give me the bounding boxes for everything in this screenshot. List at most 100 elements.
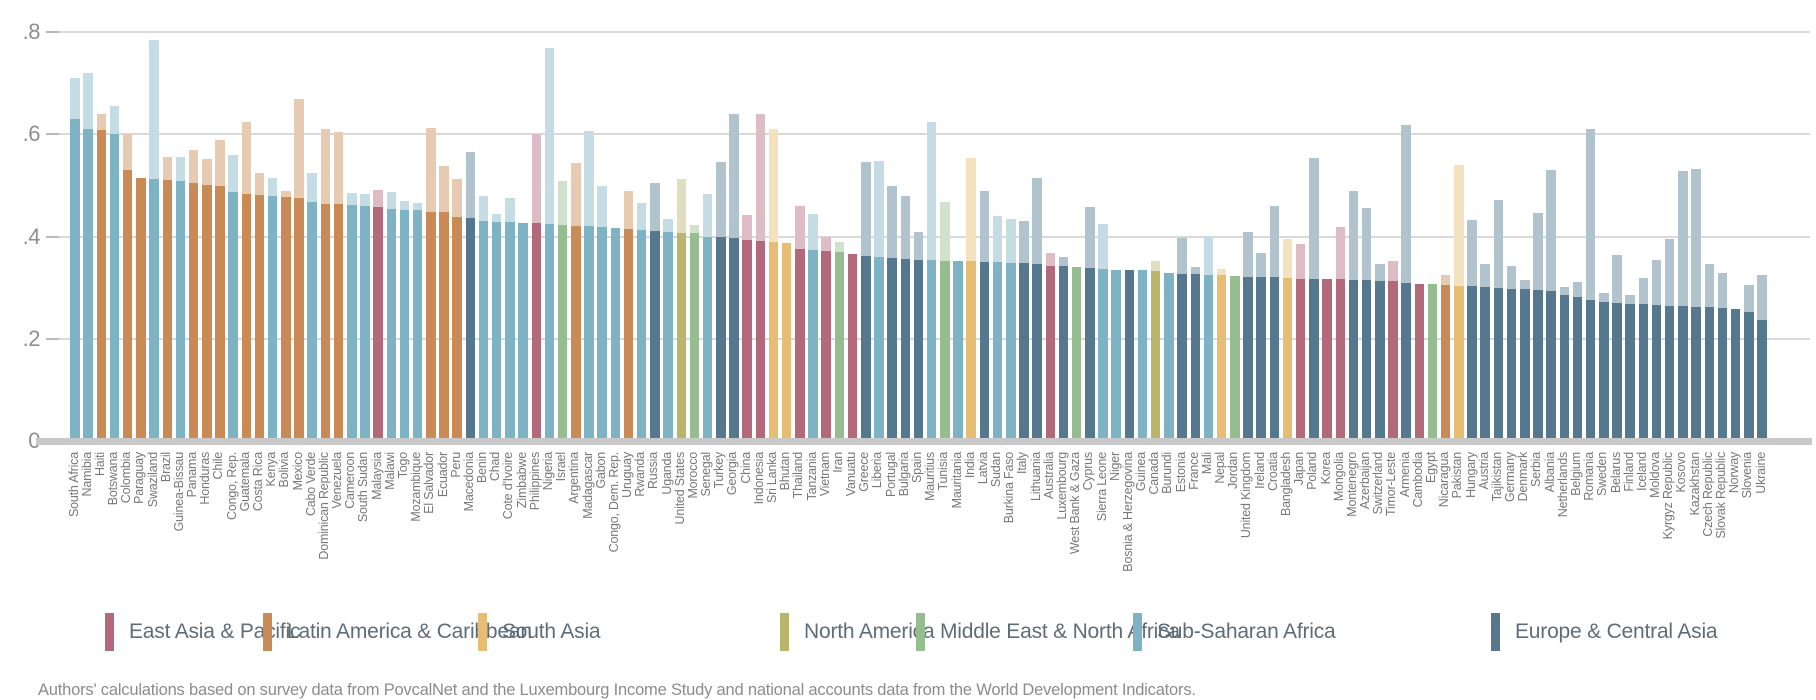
- bar-survey-hungary: [1467, 286, 1477, 441]
- x-tick-label-mauritania: Mauritania: [949, 452, 964, 509]
- bar-survey-armenia: [1401, 282, 1411, 441]
- x-tick-label-pakistan: Pakistan: [1450, 452, 1465, 499]
- x-tick-label-united-kingdom: United Kingdom: [1239, 452, 1254, 539]
- x-tick-label-tajikistan: Tajikistan: [1489, 452, 1504, 502]
- x-tick-label-kazakhstan: Kazakhstan: [1687, 452, 1702, 516]
- x-tick-label-chile: Chile: [211, 452, 226, 480]
- bar-national-accounts-romania: [1585, 129, 1596, 441]
- x-tick-label-south-africa: South Africa: [66, 452, 81, 518]
- x-tick-label-serbia: Serbia: [1529, 452, 1544, 487]
- bar-survey-cabo-verde: [307, 202, 317, 441]
- x-tick-label-indonesia: Indonesia: [751, 452, 766, 505]
- bar-survey-estonia: [1177, 273, 1187, 441]
- bar-survey-burundi: [1164, 272, 1174, 441]
- x-tick-label-cambodia: Cambodia: [1410, 452, 1425, 508]
- bar-survey-australia: [1045, 265, 1056, 441]
- x-tick-label-georgia: Georgia: [725, 452, 740, 496]
- x-tick-label-mexico: Mexico: [290, 452, 305, 491]
- legend-label: Sub-Saharan Africa: [1157, 620, 1336, 643]
- bar-survey-switzerland: [1375, 280, 1385, 441]
- legend-swatch-icon: [780, 613, 789, 651]
- bar-national-accounts-kazakhstan: [1691, 169, 1701, 441]
- x-tick-label-latvia: Latvia: [975, 452, 990, 485]
- x-tick-label-poland: Poland: [1305, 452, 1320, 490]
- x-tick-label-russia: Russia: [646, 452, 661, 490]
- y-tick-label: .6: [22, 121, 41, 147]
- x-tick-label-nigeria: Nigeria: [540, 452, 555, 491]
- x-tick-label-cyprus: Cyprus: [1081, 452, 1096, 491]
- bar-survey-spain: [913, 259, 924, 441]
- bar-survey-slovenia: [1744, 312, 1754, 441]
- legend-swatch-icon: [916, 613, 925, 651]
- bar-survey-dominican-republic: [320, 203, 331, 441]
- bar-survey-mauritania: [953, 260, 963, 441]
- bar-survey-cyprus: [1085, 268, 1095, 441]
- bar-survey-portugal: [887, 258, 897, 441]
- bar-survey-cote-d-ivoire: [505, 222, 515, 441]
- x-tick-label-kosovo: Kosovo: [1674, 452, 1689, 493]
- bar-survey-mauritius: [926, 260, 937, 441]
- y-tick-label: 0: [28, 428, 40, 453]
- bar-survey-canada: [1150, 271, 1161, 441]
- bar-survey-panama: [188, 182, 199, 441]
- x-tick-label-croatia: Croatia: [1265, 452, 1280, 491]
- bar-survey-mongolia: [1335, 279, 1346, 441]
- x-tick-label-slovak-republic: Slovak Republic: [1713, 452, 1728, 539]
- x-tick-label-guatemala: Guatemala: [237, 452, 252, 512]
- bar-survey-peru: [452, 217, 462, 441]
- bar-survey-kazakhstan: [1691, 306, 1701, 441]
- x-tick-label-portugal: Portugal: [883, 452, 898, 497]
- bar-survey-rwanda: [636, 230, 647, 441]
- bar-survey-guinea-bissau: [175, 181, 186, 441]
- bar-survey-albania: [1546, 291, 1556, 441]
- bar-survey-belarus: [1612, 303, 1622, 441]
- x-tick-label-madagascar: Madagascar: [580, 452, 595, 519]
- x-tick-label-congo-dem-rep-: Congo, Dem. Rep.: [606, 452, 621, 553]
- x-tick-label-brazil: Brazil: [158, 452, 173, 483]
- bar-survey-russia: [650, 231, 660, 441]
- x-tick-label-india: India: [962, 452, 977, 479]
- y-tick-label: .8: [22, 19, 41, 45]
- x-tick-label-finland: Finland: [1621, 452, 1636, 492]
- x-tick-label-luxembourg: Luxembourg: [1054, 452, 1069, 520]
- bar-survey-tajikistan: [1493, 287, 1504, 441]
- bar-survey-congo-rep-: [228, 192, 238, 441]
- bar-survey-jordan: [1230, 275, 1240, 441]
- bar-survey-guatemala: [241, 193, 252, 441]
- x-tick-label-philippines: Philippines: [527, 452, 542, 511]
- bar-survey-netherlands: [1559, 294, 1570, 441]
- bar-survey-vietnam: [821, 251, 831, 441]
- bar-survey-ukraine: [1757, 319, 1767, 441]
- x-tick-label-el-salvador: El Salvador: [422, 452, 437, 514]
- bar-survey-korea: [1322, 279, 1332, 441]
- bar-survey-macedonia: [465, 217, 476, 441]
- bar-survey-senegal: [702, 237, 713, 441]
- bar-survey-guinea: [1137, 270, 1148, 441]
- bar-survey-morocco: [689, 233, 700, 441]
- x-tick-label-austria: Austria: [1476, 452, 1491, 490]
- x-tick-label-china: China: [738, 452, 753, 484]
- bar-survey-united-states: [676, 232, 687, 441]
- bar-survey-thailand: [795, 249, 805, 441]
- legend-swatch-icon: [1133, 613, 1142, 651]
- x-tick-label-malawi: Malawi: [382, 452, 397, 490]
- bar-survey-luxembourg: [1058, 266, 1069, 441]
- bar-survey-colombia: [122, 170, 133, 441]
- bar-survey-india: [966, 261, 976, 441]
- bar-survey-nicaragua: [1440, 285, 1451, 441]
- x-tick-label-haiti: Haiti: [92, 452, 107, 477]
- bar-survey-azerbaijan: [1361, 280, 1372, 441]
- x-tick-label-swaziland: Swaziland: [145, 452, 160, 508]
- x-tick-label-tunisia: Tunisia: [936, 452, 951, 491]
- bar-survey-congo-dem-rep-: [610, 227, 621, 441]
- x-tick-label-ecuador: Ecuador: [435, 452, 450, 498]
- legend-label: Middle East & North Africa: [940, 620, 1180, 643]
- bar-survey-japan: [1295, 278, 1306, 441]
- bar-survey-mexico: [294, 198, 304, 441]
- x-tick-label-tanzania: Tanzania: [804, 452, 819, 501]
- bar-survey-ireland: [1256, 276, 1266, 441]
- x-tick-label-italy: Italy: [1015, 452, 1030, 474]
- x-tick-label-argentina: Argentina: [567, 452, 582, 504]
- x-tick-label-france: France: [1186, 452, 1201, 490]
- bar-survey-egypt: [1427, 284, 1438, 441]
